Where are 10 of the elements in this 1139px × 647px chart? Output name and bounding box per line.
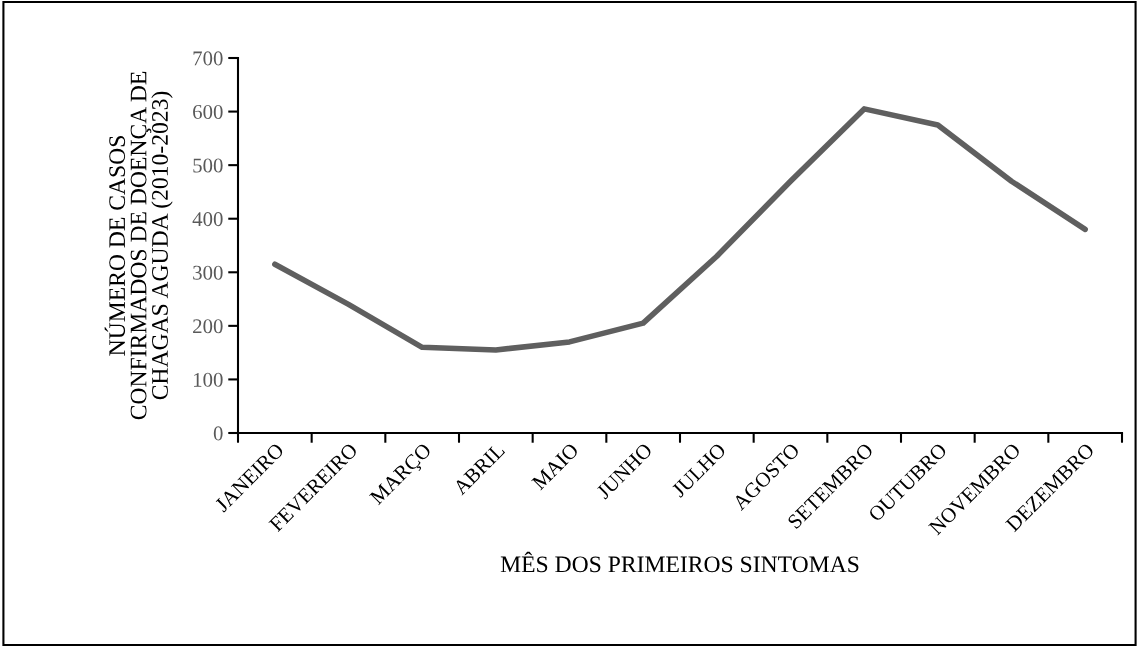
y-axis-title: NÚMERO DE CASOS CONFIRMADOS DE DOENÇA DE CHAGAS AGUDA (2010-2023): [104, 71, 173, 420]
y-tick-label: 700: [193, 51, 223, 66]
y-tick-label: 500: [193, 158, 223, 173]
y-tick-label: 300: [193, 265, 223, 280]
y-tick-label: 600: [193, 104, 223, 119]
y-tick-label: 0: [213, 426, 223, 441]
x-axis-title: MÊS DOS PRIMEIROS SINTOMAS: [500, 551, 859, 573]
y-tick-label: 100: [194, 372, 223, 387]
y-tick-label: 200: [193, 319, 223, 334]
y-tick-label: 400: [192, 212, 223, 227]
